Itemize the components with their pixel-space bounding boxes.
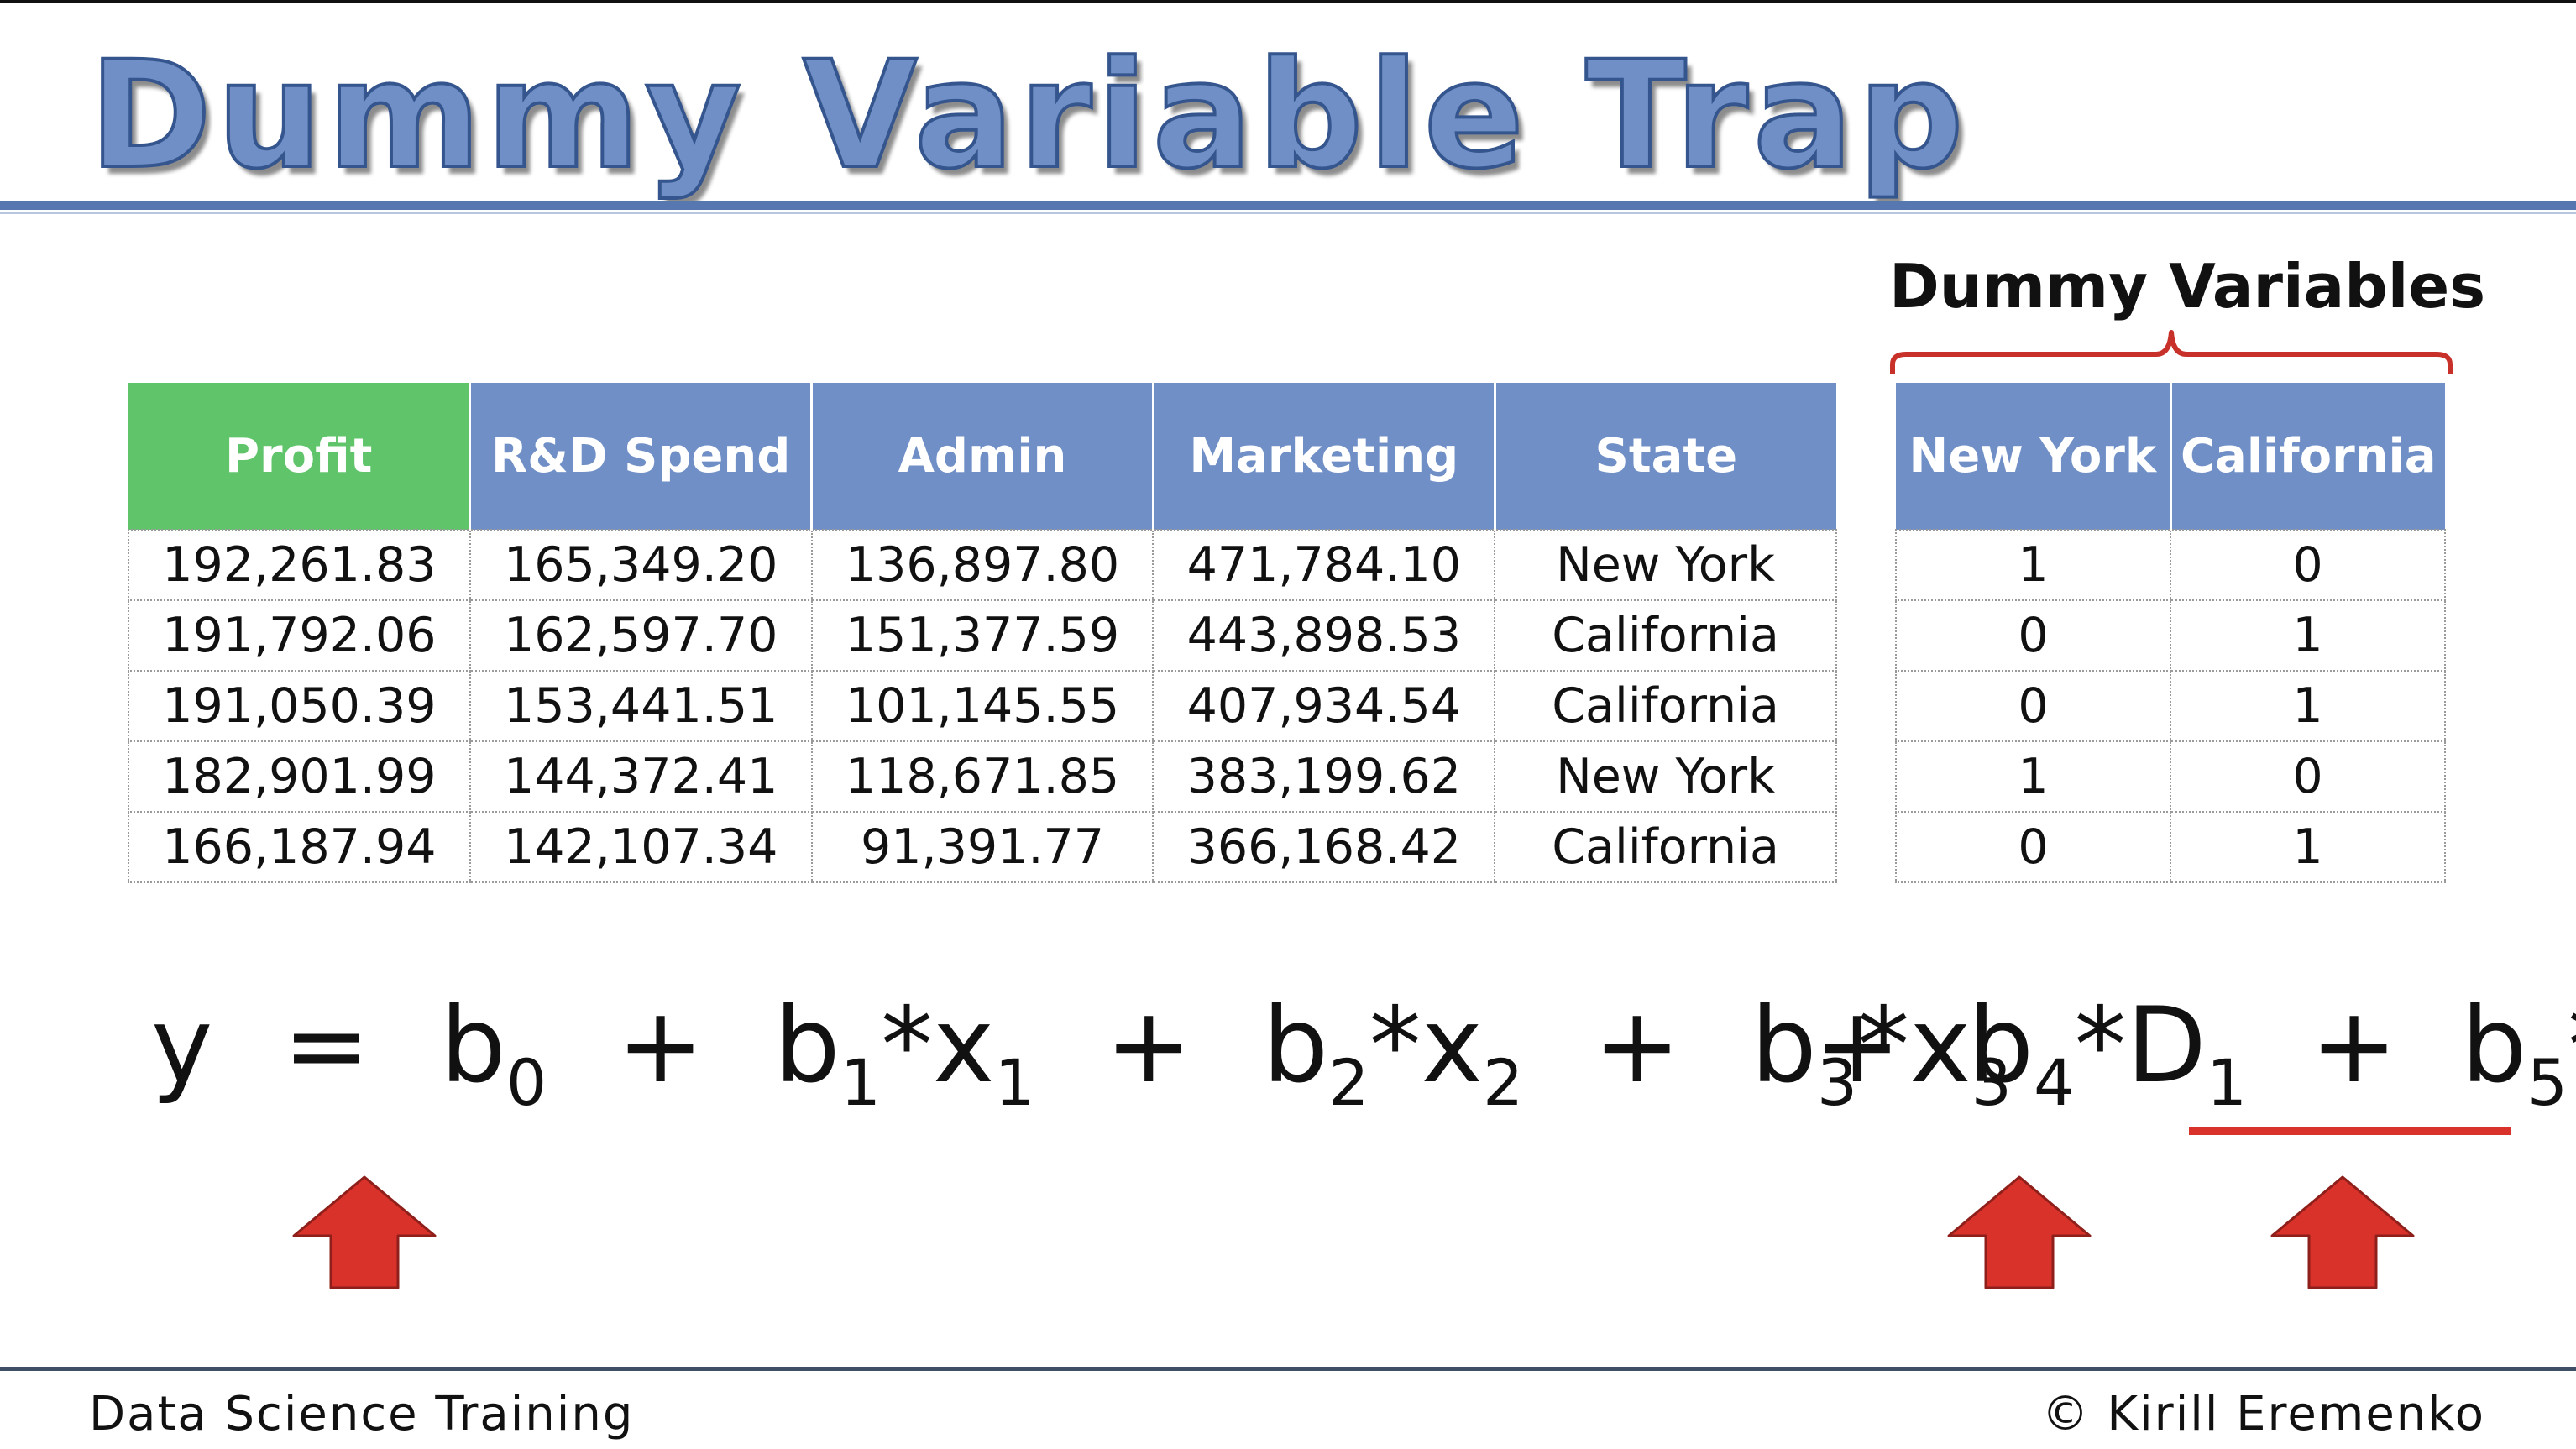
red-up-arrow-icon bbox=[1947, 1175, 2092, 1289]
cell-state: California bbox=[1494, 811, 1837, 883]
cell-profit: 191,050.39 bbox=[128, 670, 471, 742]
regression-equation-left: y = b0 + b1*x1 + b2*x2 + b3*x3 bbox=[151, 979, 2012, 1120]
header-admin: Admin bbox=[811, 383, 1154, 530]
cell-california: 0 bbox=[2170, 740, 2446, 813]
dummy-variables-table: New York California 1 0 0 1 0 1 1 0 0 1 bbox=[1895, 383, 2446, 883]
cell-new-york: 1 bbox=[1895, 529, 2171, 601]
cell-profit: 191,792.06 bbox=[128, 599, 471, 672]
red-up-arrow-icon bbox=[292, 1175, 437, 1289]
table-row: 1 0 bbox=[1895, 740, 2446, 813]
redundant-dummy-underline bbox=[2189, 1127, 2511, 1135]
cell-rd-spend: 165,349.20 bbox=[469, 529, 813, 601]
cell-marketing: 366,168.42 bbox=[1152, 811, 1496, 883]
table-row: 192,261.83 165,349.20 136,897.80 471,784… bbox=[128, 529, 1837, 601]
regression-equation-right: + b4*D1 + b5*D2 bbox=[1814, 979, 2576, 1120]
cell-admin: 91,391.77 bbox=[810, 811, 1154, 883]
cell-state: New York bbox=[1494, 740, 1837, 813]
eq-b4-d1: b4*D1 bbox=[1967, 986, 2248, 1120]
table-row: 166,187.94 142,107.34 91,391.77 366,168.… bbox=[128, 811, 1837, 883]
eq-y: y bbox=[151, 986, 213, 1106]
title-divider bbox=[0, 201, 2576, 210]
eq-b5-d2: b5*D2 bbox=[2461, 986, 2576, 1120]
eq-b0: b0 bbox=[440, 986, 547, 1120]
cell-profit: 192,261.83 bbox=[128, 529, 471, 601]
header-california: California bbox=[2170, 383, 2445, 530]
eq-plus: + bbox=[1814, 986, 1901, 1106]
slide-title: Dummy Variable Trap bbox=[87, 29, 1969, 201]
cell-new-york: 0 bbox=[1895, 599, 2171, 672]
eq-b3-x3: b3*x3 bbox=[1751, 986, 2012, 1120]
eq-b1-x1: b1*x1 bbox=[773, 986, 1035, 1120]
cell-rd-spend: 153,441.51 bbox=[469, 670, 813, 742]
table-row: 0 1 bbox=[1895, 670, 2446, 742]
cell-admin: 118,671.85 bbox=[810, 740, 1154, 813]
cell-rd-spend: 144,372.41 bbox=[469, 740, 813, 813]
cell-new-york: 1 bbox=[1895, 740, 2171, 813]
table-row: 0 1 bbox=[1895, 599, 2446, 672]
cell-marketing: 471,784.10 bbox=[1152, 529, 1496, 601]
eq-equals: = bbox=[282, 986, 370, 1106]
cell-rd-spend: 162,597.70 bbox=[469, 599, 813, 672]
cell-new-york: 0 bbox=[1895, 811, 2171, 883]
cell-admin: 101,145.55 bbox=[810, 670, 1154, 742]
cell-admin: 151,377.59 bbox=[810, 599, 1154, 672]
footer-copyright: © Kirill Eremenko bbox=[2041, 1387, 2485, 1441]
cell-new-york: 0 bbox=[1895, 670, 2171, 742]
table-row: 1 0 bbox=[1895, 529, 2446, 601]
eq-b2-x2: b2*x2 bbox=[1262, 986, 1524, 1120]
cell-california: 1 bbox=[2170, 811, 2446, 883]
header-rd-spend: R&D Spend bbox=[469, 383, 814, 530]
header-state: State bbox=[1495, 383, 1836, 530]
title-divider-shadow bbox=[0, 212, 2576, 214]
table-row: 182,901.99 144,372.41 118,671.85 383,199… bbox=[128, 740, 1837, 813]
eq-plus: + bbox=[1593, 986, 1681, 1106]
table-header-row: New York California bbox=[1896, 383, 2445, 530]
table-row: 191,050.39 153,441.51 101,145.55 407,934… bbox=[128, 670, 1837, 742]
header-marketing: Marketing bbox=[1153, 383, 1496, 530]
eq-plus: + bbox=[616, 986, 704, 1106]
red-up-arrow-icon bbox=[2270, 1175, 2415, 1289]
cell-california: 1 bbox=[2170, 599, 2446, 672]
cell-state: California bbox=[1494, 670, 1837, 742]
header-profit: Profit bbox=[128, 383, 472, 530]
cell-rd-spend: 142,107.34 bbox=[469, 811, 813, 883]
cell-marketing: 407,934.54 bbox=[1152, 670, 1496, 742]
dummy-variables-label: Dummy Variables bbox=[1889, 251, 2486, 322]
cell-california: 1 bbox=[2170, 670, 2446, 742]
cell-marketing: 383,199.62 bbox=[1152, 740, 1496, 813]
cell-profit: 166,187.94 bbox=[128, 811, 471, 883]
cell-state: California bbox=[1494, 599, 1837, 672]
eq-plus: + bbox=[2310, 986, 2398, 1106]
header-new-york: New York bbox=[1896, 383, 2172, 530]
dataset-table: Profit R&D Spend Admin Marketing State 1… bbox=[128, 383, 1837, 883]
cell-profit: 182,901.99 bbox=[128, 740, 471, 813]
footer-divider bbox=[0, 1367, 2576, 1371]
cell-state: New York bbox=[1494, 529, 1837, 601]
table-row: 0 1 bbox=[1895, 811, 2446, 883]
table-row: 191,792.06 162,597.70 151,377.59 443,898… bbox=[128, 599, 1837, 672]
curly-brace-icon bbox=[1890, 330, 2453, 374]
footer-course-label: Data Science Training bbox=[89, 1387, 635, 1441]
top-border bbox=[0, 0, 2576, 3]
cell-admin: 136,897.80 bbox=[810, 529, 1154, 601]
table-header-row: Profit R&D Spend Admin Marketing State bbox=[128, 383, 1836, 530]
cell-marketing: 443,898.53 bbox=[1152, 599, 1496, 672]
eq-plus: + bbox=[1105, 986, 1193, 1106]
cell-california: 0 bbox=[2170, 529, 2446, 601]
